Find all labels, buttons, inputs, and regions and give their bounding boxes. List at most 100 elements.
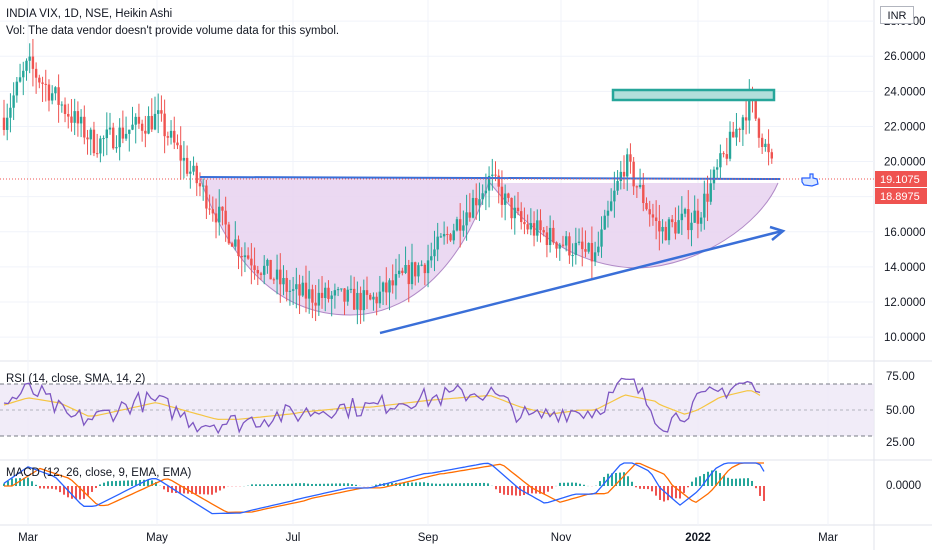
- candle-body[interactable]: [211, 209, 215, 214]
- candle-body[interactable]: [259, 273, 263, 275]
- candle-body[interactable]: [291, 289, 295, 291]
- candle-body[interactable]: [638, 184, 642, 188]
- candle-body[interactable]: [503, 193, 507, 205]
- candle-body[interactable]: [613, 190, 616, 202]
- candle-body[interactable]: [449, 234, 452, 241]
- candle-body[interactable]: [38, 77, 41, 83]
- candle-body[interactable]: [619, 171, 622, 182]
- candle-body[interactable]: [484, 190, 488, 194]
- candle-body[interactable]: [709, 183, 712, 202]
- candle-body[interactable]: [725, 154, 729, 159]
- candle-body[interactable]: [420, 264, 423, 266]
- macd-legend[interactable]: MACD (12, 26, close, 9, EMA, EMA): [6, 467, 192, 479]
- candle-body[interactable]: [253, 265, 256, 270]
- candle-body[interactable]: [497, 175, 500, 187]
- candle-body[interactable]: [230, 243, 234, 247]
- candle-body[interactable]: [333, 290, 337, 296]
- candle-body[interactable]: [677, 220, 680, 234]
- candle-body[interactable]: [606, 210, 610, 216]
- candle-body[interactable]: [307, 289, 311, 299]
- candle-body[interactable]: [397, 270, 401, 275]
- candle-body[interactable]: [645, 203, 648, 210]
- candle-body[interactable]: [520, 211, 523, 223]
- rsi-line[interactable]: [3, 377, 761, 435]
- candle-body[interactable]: [375, 296, 378, 304]
- candle-body[interactable]: [526, 224, 529, 230]
- candle-body[interactable]: [121, 127, 125, 139]
- candle-body[interactable]: [140, 123, 144, 131]
- candle-body[interactable]: [73, 111, 76, 123]
- candle-body[interactable]: [654, 217, 658, 222]
- candle-body[interactable]: [163, 113, 166, 137]
- candle-body[interactable]: [173, 130, 176, 143]
- candle-body[interactable]: [548, 227, 552, 246]
- candle-body[interactable]: [134, 116, 137, 125]
- candle-body[interactable]: [455, 219, 459, 231]
- candle-body[interactable]: [687, 209, 690, 231]
- candle-body[interactable]: [507, 193, 510, 198]
- candle-body[interactable]: [160, 110, 163, 114]
- candle-body[interactable]: [189, 171, 192, 174]
- candle-body[interactable]: [76, 111, 80, 124]
- candle-body[interactable]: [89, 129, 92, 140]
- candle-body[interactable]: [391, 280, 394, 286]
- candle-body[interactable]: [699, 217, 703, 224]
- candle-body[interactable]: [629, 154, 632, 162]
- candle-body[interactable]: [105, 129, 108, 139]
- candle-body[interactable]: [70, 116, 73, 123]
- candle-body[interactable]: [539, 220, 542, 231]
- candle-body[interactable]: [587, 243, 590, 252]
- candle-body[interactable]: [442, 233, 446, 237]
- candle-body[interactable]: [153, 113, 157, 130]
- candle-body[interactable]: [491, 174, 494, 176]
- candle-body[interactable]: [185, 157, 189, 174]
- candle-body[interactable]: [635, 186, 639, 188]
- candle-body[interactable]: [426, 260, 430, 274]
- candle-body[interactable]: [603, 215, 606, 230]
- candle-body[interactable]: [124, 133, 128, 139]
- candle-body[interactable]: [330, 295, 333, 299]
- candle-body[interactable]: [760, 137, 764, 148]
- candle-body[interactable]: [2, 117, 6, 130]
- candle-body[interactable]: [179, 145, 182, 161]
- candle-body[interactable]: [545, 232, 549, 246]
- candle-body[interactable]: [369, 294, 372, 300]
- candle-body[interactable]: [513, 207, 516, 219]
- candle-body[interactable]: [108, 127, 112, 130]
- candle-body[interactable]: [536, 220, 539, 236]
- candle-body[interactable]: [661, 226, 664, 232]
- candle-body[interactable]: [60, 104, 64, 106]
- candle-body[interactable]: [767, 143, 770, 153]
- candle-body[interactable]: [176, 142, 179, 146]
- candle-body[interactable]: [712, 169, 716, 184]
- candle-body[interactable]: [320, 292, 324, 298]
- candle-body[interactable]: [452, 230, 455, 241]
- candle-body[interactable]: [250, 258, 253, 266]
- candle-body[interactable]: [590, 243, 594, 262]
- candle-body[interactable]: [626, 154, 629, 177]
- candle-body[interactable]: [703, 193, 706, 218]
- candle-body[interactable]: [571, 255, 574, 257]
- candle-body[interactable]: [352, 288, 356, 310]
- candle-body[interactable]: [324, 287, 327, 298]
- candle-body[interactable]: [86, 137, 89, 140]
- candle-body[interactable]: [478, 199, 481, 206]
- candle-body[interactable]: [346, 289, 349, 302]
- candle-body[interactable]: [593, 252, 597, 262]
- candle-body[interactable]: [529, 223, 533, 230]
- candle-body[interactable]: [18, 77, 22, 82]
- candle-body[interactable]: [201, 185, 205, 187]
- candle-body[interactable]: [632, 161, 635, 187]
- rsi-ma-line[interactable]: [3, 390, 761, 421]
- candle-body[interactable]: [642, 184, 645, 204]
- macd-signal-line[interactable]: [4, 462, 764, 514]
- candle-body[interactable]: [523, 222, 526, 225]
- candle-body[interactable]: [770, 152, 773, 159]
- candle-body[interactable]: [458, 219, 462, 231]
- candle-body[interactable]: [34, 68, 38, 78]
- candle-body[interactable]: [343, 288, 346, 302]
- candle-body[interactable]: [41, 82, 44, 84]
- candle-body[interactable]: [462, 225, 465, 231]
- candle-body[interactable]: [157, 110, 160, 114]
- candle-body[interactable]: [205, 185, 208, 209]
